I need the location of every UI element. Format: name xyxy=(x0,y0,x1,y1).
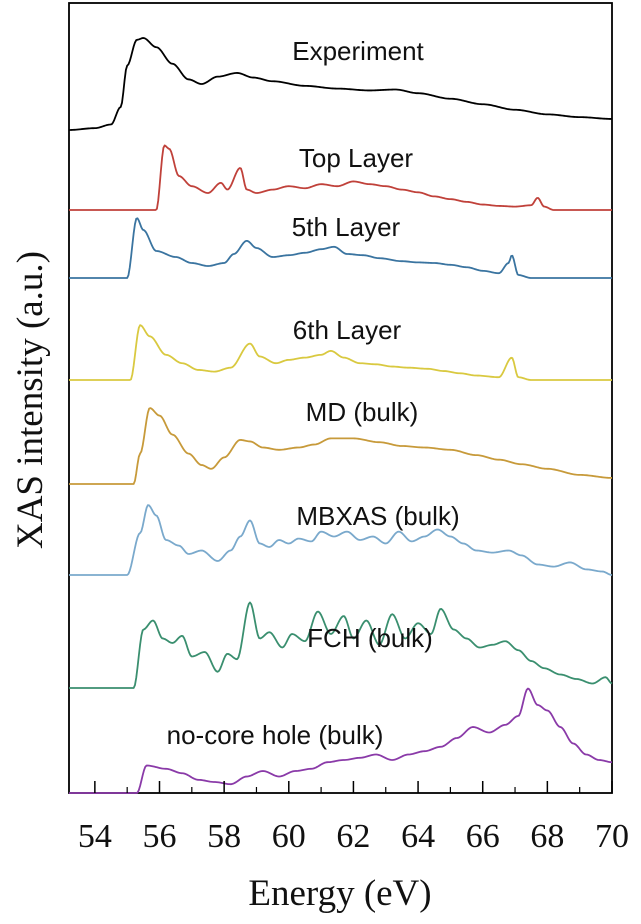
series-line-5th-layer xyxy=(69,217,612,279)
series-line-md-bulk xyxy=(69,407,613,485)
series-line-mbxas-bulk xyxy=(69,504,613,576)
x-tick-label: 64 xyxy=(401,818,435,855)
x-axis-tick-labels: 54 56 58 60 62 64 66 68 70 xyxy=(78,818,629,855)
series-line-top-layer xyxy=(69,144,612,211)
curve-label: Experiment xyxy=(292,36,424,66)
curve-label: no-core hole (bulk) xyxy=(167,720,384,750)
x-tick-label: 58 xyxy=(207,818,241,855)
x-tick-label: 66 xyxy=(466,818,500,855)
curve-label: FCH (bulk) xyxy=(307,623,433,653)
curve-label: MD (bulk) xyxy=(306,397,419,427)
curve-label: 5th Layer xyxy=(292,212,401,242)
x-tick-label: 60 xyxy=(272,818,306,855)
x-tick-label: 62 xyxy=(336,818,370,855)
spectra-curves xyxy=(68,37,613,794)
curve-label: MBXAS (bulk) xyxy=(296,501,459,531)
series-line-6th-layer xyxy=(69,324,612,381)
series-line-fch-bulk xyxy=(69,601,613,689)
x-tick-label: 70 xyxy=(595,818,629,855)
curve-labels: Experiment Top Layer 5th Layer 6th Layer MD … xyxy=(167,36,460,750)
series-line-no-core-hole-bulk xyxy=(69,687,613,794)
plot-frame xyxy=(68,2,613,794)
x-axis-title: Energy (eV) xyxy=(248,873,431,914)
x-tick-label: 56 xyxy=(143,818,177,855)
curve-label: 6th Layer xyxy=(293,315,402,345)
x-tick-label: 68 xyxy=(530,818,564,855)
y-axis-title: XAS intensity (a.u.) xyxy=(10,251,51,549)
x-tick-label: 54 xyxy=(78,818,112,855)
curve-label: Top Layer xyxy=(299,143,414,173)
series-line-experiment xyxy=(68,37,613,131)
x-axis-ticks xyxy=(94,781,613,793)
